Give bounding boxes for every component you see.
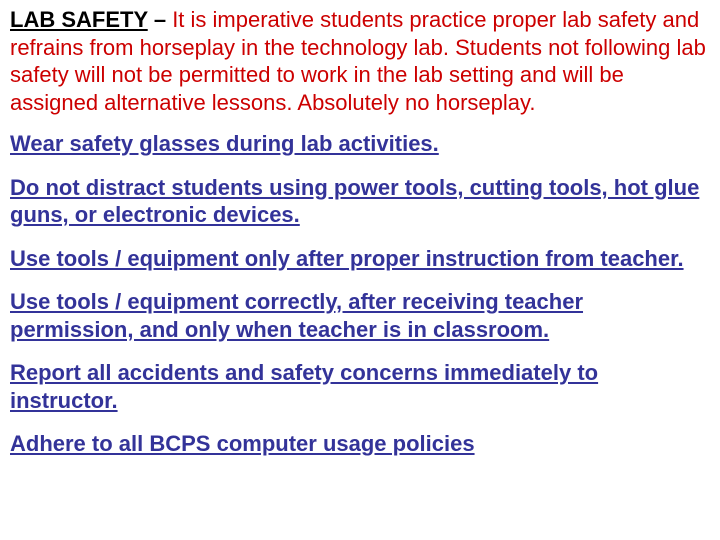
intro-dash: – [148,7,172,32]
rule-safety-glasses: Wear safety glasses during lab activitie… [10,130,710,158]
rule-teacher-permission: Use tools / equipment correctly, after r… [10,288,710,343]
lab-safety-document: LAB SAFETY – It is imperative students p… [0,0,720,484]
rule-do-not-distract: Do not distract students using power too… [10,174,710,229]
rule-bcps-policies: Adhere to all BCPS computer usage polici… [10,430,710,458]
rule-after-instruction: Use tools / equipment only after proper … [10,245,710,273]
rule-report-accidents: Report all accidents and safety concerns… [10,359,710,414]
intro-title: LAB SAFETY [10,7,148,32]
intro-paragraph: LAB SAFETY – It is imperative students p… [10,6,710,116]
